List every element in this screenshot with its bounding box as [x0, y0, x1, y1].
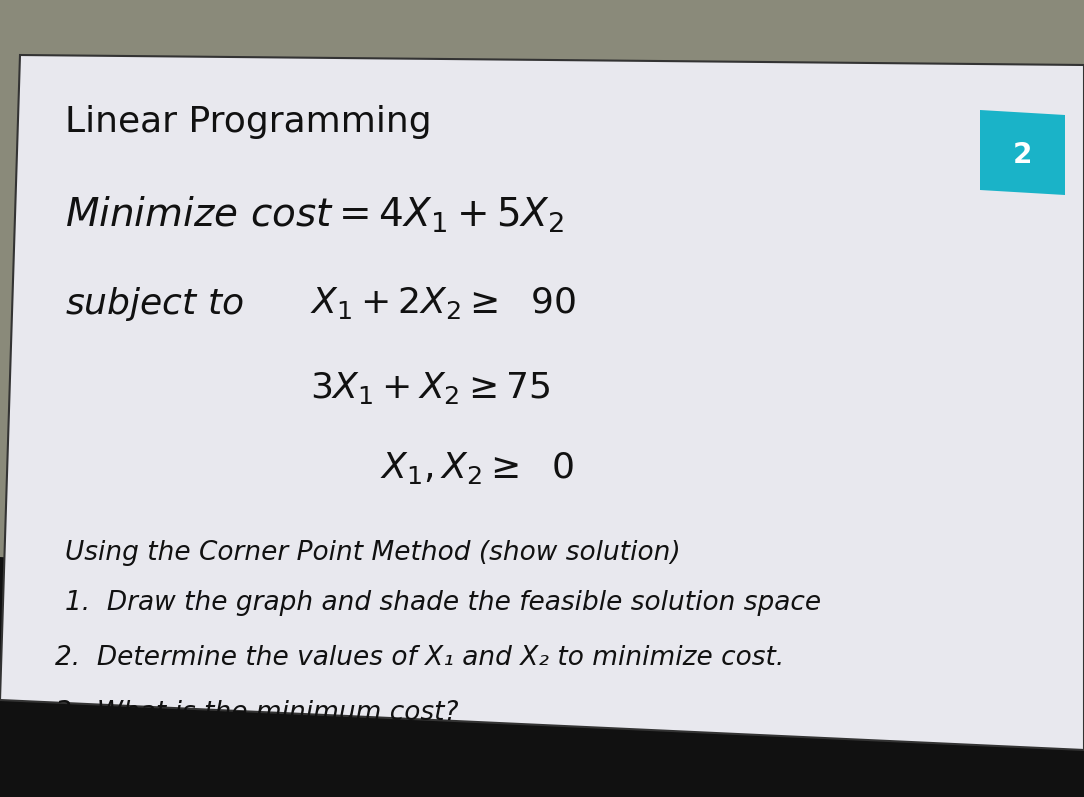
Text: $\mathit{X_1 + 2X_2 \geq\ \ 90}$: $\mathit{X_1 + 2X_2 \geq\ \ 90}$: [310, 285, 576, 321]
Text: $\it{Minimize\ cost} = \mathit{4X_1 + 5X_2}$: $\it{Minimize\ cost} = \mathit{4X_1 + 5X…: [65, 195, 564, 235]
Text: $\it{subject\ to}$: $\it{subject\ to}$: [65, 285, 244, 323]
Text: $\mathit{3X_1 + X_2 \geq 75}$: $\mathit{3X_1 + X_2 \geq 75}$: [310, 370, 551, 406]
Polygon shape: [0, 55, 1084, 750]
Text: 2.  Determine the values of X₁ and X₂ to minimize cost.: 2. Determine the values of X₁ and X₂ to …: [55, 645, 784, 671]
Text: 3.  What is the minimum cost?: 3. What is the minimum cost?: [55, 700, 459, 726]
Text: 2: 2: [1012, 141, 1032, 169]
Text: Linear Programming: Linear Programming: [65, 105, 431, 139]
Text: 1.  Draw the graph and shade the feasible solution space: 1. Draw the graph and shade the feasible…: [65, 590, 821, 616]
Polygon shape: [980, 110, 1064, 195]
Text: Using the Corner Point Method (show solution): Using the Corner Point Method (show solu…: [65, 540, 681, 566]
Text: $\mathit{X_1, X_2 \geq\ \ 0}$: $\mathit{X_1, X_2 \geq\ \ 0}$: [380, 450, 575, 486]
Polygon shape: [0, 557, 1084, 797]
